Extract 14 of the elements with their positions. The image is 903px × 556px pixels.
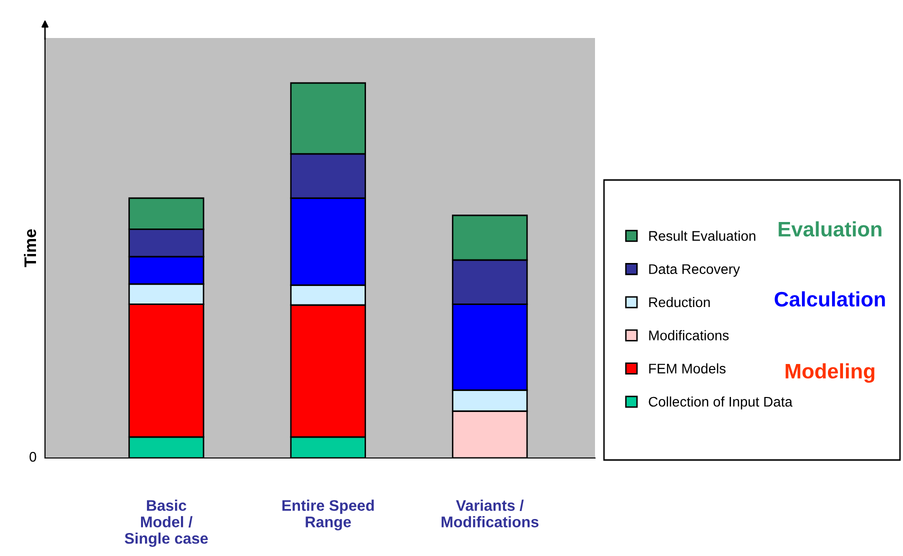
legend-label: Collection of Input Data	[648, 396, 792, 410]
legend-label: Reduction	[649, 296, 710, 308]
text: 0	[30, 452, 36, 462]
x-tick-label: Variants / Modifications	[442, 500, 538, 528]
legend-label: FEM Models	[649, 363, 726, 374]
x-tick-label: Basic Model / Single case	[124, 500, 208, 547]
text: Modeling	[786, 363, 874, 383]
legend-label: Data Recovery	[649, 264, 740, 277]
y-axis-title: Time	[24, 229, 36, 268]
text: Calculation	[774, 291, 885, 307]
text: Evaluation	[778, 221, 882, 237]
legend-label: Modifications	[649, 330, 729, 340]
legend-label: Result Evaluation	[649, 230, 756, 241]
x-tick-label: Entire Speed Range	[282, 500, 374, 530]
